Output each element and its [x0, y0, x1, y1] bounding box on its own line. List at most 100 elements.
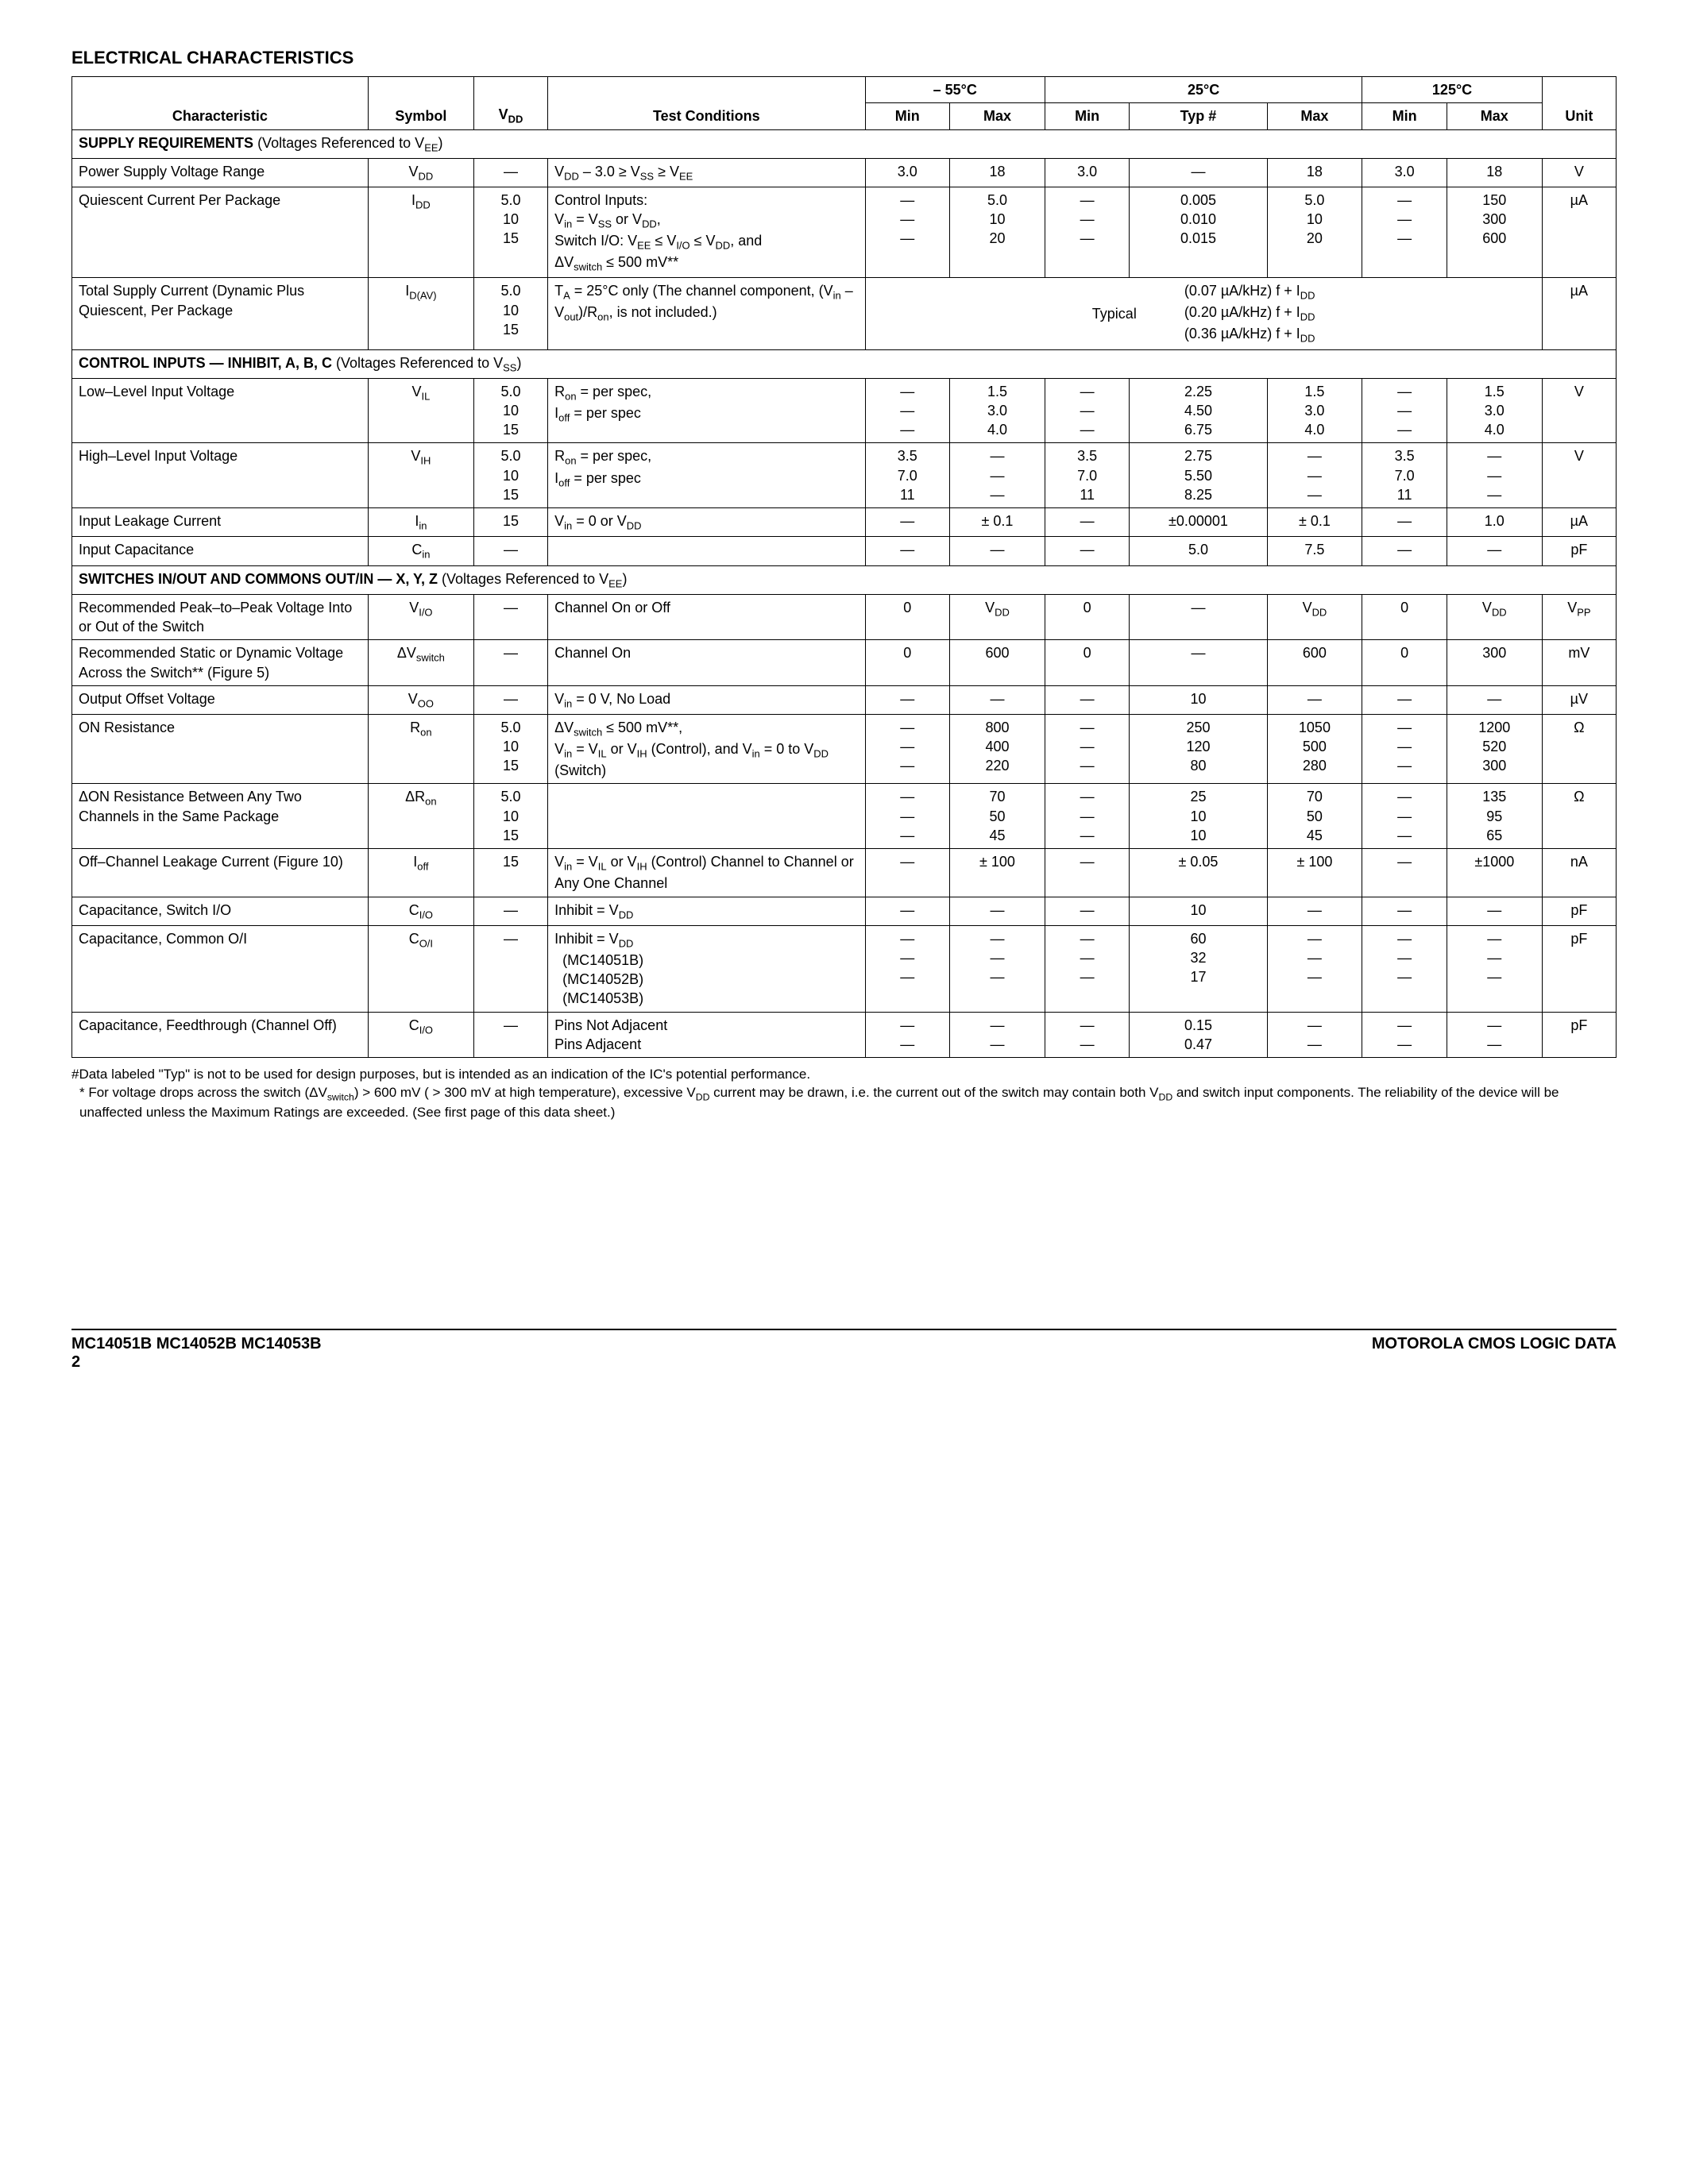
cell-vdd-ioff: 15 — [473, 849, 547, 897]
cell-mx125-iin: 1.0 — [1447, 508, 1542, 537]
cell-mx125-cft: —— — [1447, 1012, 1542, 1058]
cell-mn25-cft: —— — [1045, 1012, 1130, 1058]
th-temp-55: – 55°C — [865, 77, 1045, 103]
cell-sym-tsc: ID(AV) — [368, 278, 473, 349]
cell-mn125-qipp: ——— — [1362, 187, 1447, 278]
cell-mn25-iin: — — [1045, 508, 1130, 537]
cell-mn25-dvsw: 0 — [1045, 640, 1130, 686]
cell-unit-vil: V — [1542, 378, 1616, 443]
cell-mx125-cin: — — [1447, 537, 1542, 565]
cell-unit-psv: V — [1542, 158, 1616, 187]
cell-mn25-qipp: ——— — [1045, 187, 1130, 278]
cell-mx125-dvsw: 300 — [1447, 640, 1542, 686]
cell-char-voo: Output Offset Voltage — [72, 685, 369, 714]
cell-char-vil: Low–Level Input Voltage — [72, 378, 369, 443]
cell-mx55-cio: — — [950, 897, 1045, 925]
cell-mx125-voo: — — [1447, 685, 1542, 714]
cell-char-vih: High–Level Input Voltage — [72, 443, 369, 508]
cell-typ-dron: 251010 — [1130, 784, 1267, 849]
th-min-55: Min — [865, 103, 950, 129]
cell-mn125-cin: — — [1362, 537, 1447, 565]
cell-mx25-cin: 7.5 — [1267, 537, 1362, 565]
cell-typ-qipp: 0.0050.0100.015 — [1130, 187, 1267, 278]
cell-test-ron: ΔVswitch ≤ 500 mV**,Vin = VIL or VIH (Co… — [548, 714, 865, 783]
cell-mn125-vio: 0 — [1362, 594, 1447, 640]
page-title: ELECTRICAL CHARACTERISTICS — [71, 48, 1617, 68]
cell-unit-tsc: µA — [1542, 278, 1616, 349]
cell-test-vih: Ron = per spec,Ioff = per spec — [548, 443, 865, 508]
cell-typ-vih: 2.755.508.25 — [1130, 443, 1267, 508]
cell-sym-vil: VIL — [368, 378, 473, 443]
cell-vdd-voo: — — [473, 685, 547, 714]
cell-char-cin: Input Capacitance — [72, 537, 369, 565]
cell-unit-qipp: µA — [1542, 187, 1616, 278]
cell-mx25-vih: ——— — [1267, 443, 1362, 508]
cell-mn55-cft: —— — [865, 1012, 950, 1058]
cell-typ-vio: — — [1130, 594, 1267, 640]
cell-mx125-ioff: ±1000 — [1447, 849, 1542, 897]
cell-vdd-coi: — — [473, 925, 547, 1012]
cell-test-dron — [548, 784, 865, 849]
cell-mx55-cin: — — [950, 537, 1045, 565]
cell-mn55-qipp: ——— — [865, 187, 950, 278]
cell-char-tsc: Total Supply Current (Dynamic Plus Quies… — [72, 278, 369, 349]
section-header: SWITCHES IN/OUT AND COMMONS OUT/IN — X, … — [72, 565, 1617, 594]
cell-unit-coi: pF — [1542, 925, 1616, 1012]
cell-sym-cio: CI/O — [368, 897, 473, 925]
cell-vdd-ron: 5.01015 — [473, 714, 547, 783]
electrical-characteristics-table: Characteristic Symbol VDD Test Condition… — [71, 76, 1617, 1058]
cell-unit-dron: Ω — [1542, 784, 1616, 849]
cell-mn25-voo: — — [1045, 685, 1130, 714]
section-header: SUPPLY REQUIREMENTS (Voltages Referenced… — [72, 129, 1617, 158]
cell-sym-qipp: IDD — [368, 187, 473, 278]
cell-sym-iin: Iin — [368, 508, 473, 537]
cell-mn55-vil: ——— — [865, 378, 950, 443]
cell-mx25-dron: 705045 — [1267, 784, 1362, 849]
cell-mx125-dron: 1359565 — [1447, 784, 1542, 849]
cell-sym-psv: VDD — [368, 158, 473, 187]
cell-typ-cft: 0.150.47 — [1130, 1012, 1267, 1058]
cell-typ-voo: 10 — [1130, 685, 1267, 714]
cell-test-iin: Vin = 0 or VDD — [548, 508, 865, 537]
cell-sym-ioff: Ioff — [368, 849, 473, 897]
cell-mn125-dvsw: 0 — [1362, 640, 1447, 686]
section-header: CONTROL INPUTS — INHIBIT, A, B, C (Volta… — [72, 349, 1617, 378]
cell-mx125-cio: — — [1447, 897, 1542, 925]
cell-mx25-vio: VDD — [1267, 594, 1362, 640]
cell-test-cft: Pins Not AdjacentPins Adjacent — [548, 1012, 865, 1058]
cell-unit-vih: V — [1542, 443, 1616, 508]
footer-part-numbers: MC14051B MC14052B MC14053B — [71, 1335, 322, 1353]
cell-mx55-dvsw: 600 — [950, 640, 1045, 686]
cell-mn55-dvsw: 0 — [865, 640, 950, 686]
footnotes: #Data labeled "Typ" is not to be used fo… — [71, 1066, 1617, 1122]
cell-mn125-psv: 3.0 — [1362, 158, 1447, 187]
footer-page-number: 2 — [71, 1353, 322, 1372]
th-test: Test Conditions — [548, 77, 865, 130]
cell-char-iin: Input Leakage Current — [72, 508, 369, 537]
cell-mn25-vio: 0 — [1045, 594, 1130, 640]
cell-mx55-psv: 18 — [950, 158, 1045, 187]
cell-char-ioff: Off–Channel Leakage Current (Figure 10) — [72, 849, 369, 897]
cell-vdd-qipp: 5.01015 — [473, 187, 547, 278]
cell-typ-cio: 10 — [1130, 897, 1267, 925]
th-min-125: Min — [1362, 103, 1447, 129]
cell-vdd-psv: — — [473, 158, 547, 187]
cell-mn125-iin: — — [1362, 508, 1447, 537]
cell-mx55-vih: ——— — [950, 443, 1045, 508]
cell-char-dvsw: Recommended Static or Dynamic Voltage Ac… — [72, 640, 369, 686]
cell-mx55-vil: 1.53.04.0 — [950, 378, 1045, 443]
cell-char-qipp: Quiescent Current Per Package — [72, 187, 369, 278]
cell-mx125-ron: 1200520300 — [1447, 714, 1542, 783]
cell-mn125-dron: ——— — [1362, 784, 1447, 849]
cell-vdd-cin: — — [473, 537, 547, 565]
cell-mn125-coi: ——— — [1362, 925, 1447, 1012]
th-max-55: Max — [950, 103, 1045, 129]
cell-sym-dvsw: ΔVswitch — [368, 640, 473, 686]
cell-vdd-vih: 5.01015 — [473, 443, 547, 508]
cell-char-cft: Capacitance, Feedthrough (Channel Off) — [72, 1012, 369, 1058]
cell-mn25-dron: ——— — [1045, 784, 1130, 849]
cell-unit-ron: Ω — [1542, 714, 1616, 783]
cell-mx55-coi: ——— — [950, 925, 1045, 1012]
cell-test-qipp: Control Inputs:Vin = VSS or VDD,Switch I… — [548, 187, 865, 278]
cell-mx55-ron: 800400220 — [950, 714, 1045, 783]
